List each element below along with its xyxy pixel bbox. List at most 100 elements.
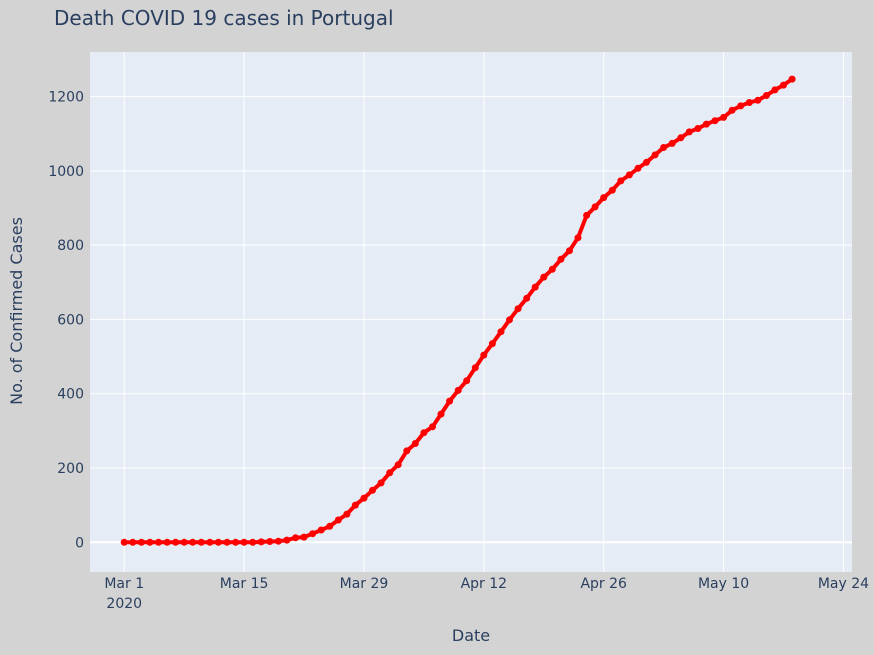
data-point [446, 397, 454, 405]
data-point [608, 186, 616, 194]
x-tick-label: Mar 29 [340, 576, 389, 592]
data-point [711, 117, 719, 125]
data-point [454, 386, 462, 394]
data-point [326, 522, 334, 530]
data-point [643, 158, 650, 166]
data-point [523, 294, 531, 302]
data-point [685, 128, 693, 136]
data-point [360, 494, 368, 502]
y-axis-title: No. of Confirmed Cases [7, 217, 26, 405]
y-tick-label: 1000 [48, 164, 84, 180]
data-point [720, 113, 728, 121]
data-point [292, 534, 299, 542]
data-point [471, 364, 479, 372]
data-point [754, 96, 762, 104]
data-point [334, 516, 342, 524]
data-point [249, 538, 257, 546]
data-point [668, 139, 676, 147]
data-point [403, 447, 411, 455]
data-point [351, 501, 359, 509]
data-point [702, 120, 710, 128]
data-point [266, 538, 274, 545]
data-point [540, 273, 548, 281]
data-point [788, 75, 796, 83]
plot-area [90, 52, 852, 572]
data-point [257, 538, 265, 546]
data-point [762, 92, 770, 99]
data-point [180, 538, 188, 546]
data-point [617, 177, 625, 185]
data-point [137, 538, 145, 546]
data-point [557, 255, 565, 263]
data-point [146, 538, 154, 546]
x-tick-label: May 10 [698, 576, 749, 592]
data-point [728, 106, 736, 114]
data-point [429, 423, 436, 431]
data-point [386, 469, 394, 477]
data-point [780, 81, 787, 89]
tick-labels: 0 200 400 600 800 1000 1200 Mar 1 2020 Mar 15 Mar … [48, 90, 869, 612]
data-point [240, 538, 248, 546]
data-point [548, 265, 556, 273]
data-point [574, 234, 582, 242]
data-point [317, 526, 325, 534]
x-tick-label: May 24 [818, 576, 869, 592]
data-point [625, 171, 633, 179]
data-point [163, 538, 171, 546]
data-point [232, 538, 240, 546]
data-point [531, 283, 539, 291]
data-point [583, 211, 591, 219]
x-tick-label: Mar 15 [220, 576, 269, 592]
data-point [283, 536, 291, 544]
data-point [309, 530, 317, 538]
data-point [343, 510, 351, 518]
data-point [411, 440, 419, 447]
x-tick-label: Mar 1 [104, 576, 144, 592]
x-tick-sublabel: 2020 [106, 596, 142, 612]
data-point [223, 538, 231, 546]
data-point [214, 538, 222, 546]
data-point [463, 377, 471, 385]
data-point [566, 247, 573, 255]
data-point [369, 486, 376, 494]
data-point [651, 151, 659, 159]
data-point [394, 461, 402, 469]
grid [90, 52, 852, 572]
x-tick-label: Apr 12 [461, 576, 507, 592]
series-line-group [120, 75, 796, 546]
data-point [377, 479, 385, 487]
data-point [634, 164, 642, 172]
data-point [420, 429, 428, 437]
data-point [437, 410, 445, 418]
x-tick-label: Apr 26 [580, 576, 627, 592]
data-point [737, 102, 745, 110]
data-point [745, 99, 753, 106]
data-point [771, 86, 779, 94]
data-point [274, 537, 282, 545]
data-point [189, 538, 197, 546]
data-point [660, 144, 668, 151]
data-point [514, 305, 522, 313]
y-tick-label: 400 [57, 387, 84, 403]
y-tick-label: 0 [75, 535, 84, 551]
data-point [591, 203, 599, 211]
data-point [694, 125, 702, 132]
y-tick-label: 1200 [48, 90, 84, 106]
data-point [497, 328, 505, 336]
data-point [488, 340, 496, 348]
chart-title: Death COVID 19 cases in Portugal [54, 6, 394, 30]
data-point [677, 134, 685, 142]
y-tick-label: 600 [57, 312, 84, 328]
y-tick-label: 200 [57, 461, 84, 477]
data-point [197, 538, 205, 546]
data-point [120, 538, 128, 546]
data-point [129, 538, 137, 546]
data-point [480, 351, 488, 359]
x-axis-title: Date [452, 626, 490, 645]
data-point [206, 538, 214, 546]
y-tick-label: 800 [57, 238, 84, 254]
data-point [172, 538, 180, 546]
data-point [300, 533, 308, 541]
